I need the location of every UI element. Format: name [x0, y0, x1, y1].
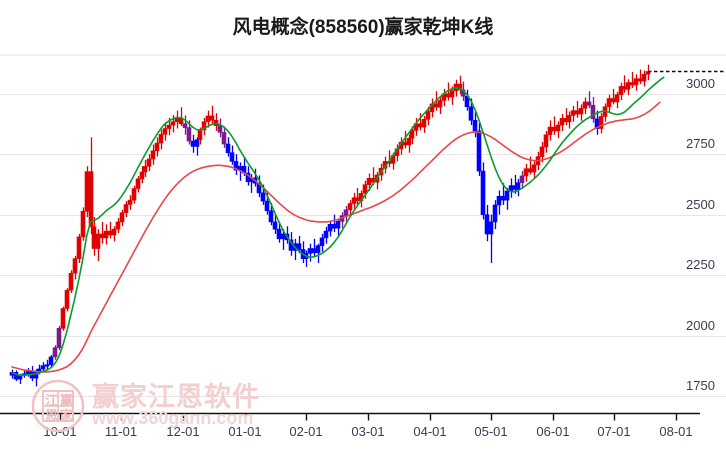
gridlines [0, 54, 726, 397]
x-axis-tick-label: 11-01 [104, 424, 138, 439]
x-axis [0, 412, 700, 421]
x-axis-tick-label: 05-01 [474, 424, 508, 439]
x-axis-tick-label: 03-01 [351, 424, 385, 439]
moving-average-lines [11, 76, 665, 377]
x-axis-tick-label: 02-01 [289, 424, 323, 439]
page-title: 风电概念(858560)赢家乾坤K线 [232, 17, 494, 38]
y-axis-tick-label: 2500 [686, 196, 715, 212]
y-axis-tick-label: 2000 [686, 317, 715, 333]
x-axis-tick-label: 08-01 [659, 424, 693, 439]
y-axis-tick-label: 2250 [686, 257, 715, 273]
y-axis-tick-label: 3000 [686, 75, 715, 91]
x-axis-tick-label: 07-01 [597, 424, 631, 439]
y-axis-tick-label: 2750 [686, 136, 715, 152]
x-axis-tick-label: 12-01 [166, 424, 200, 439]
x-axis-tick-label: 10-01 [43, 424, 77, 439]
x-axis-tick-label: 01-01 [228, 424, 262, 439]
y-axis-tick-label: 1750 [686, 378, 715, 394]
x-axis-tick-label: 04-01 [413, 424, 447, 439]
x-axis-tick-label: 06-01 [536, 424, 570, 439]
candle-series [9, 64, 651, 387]
